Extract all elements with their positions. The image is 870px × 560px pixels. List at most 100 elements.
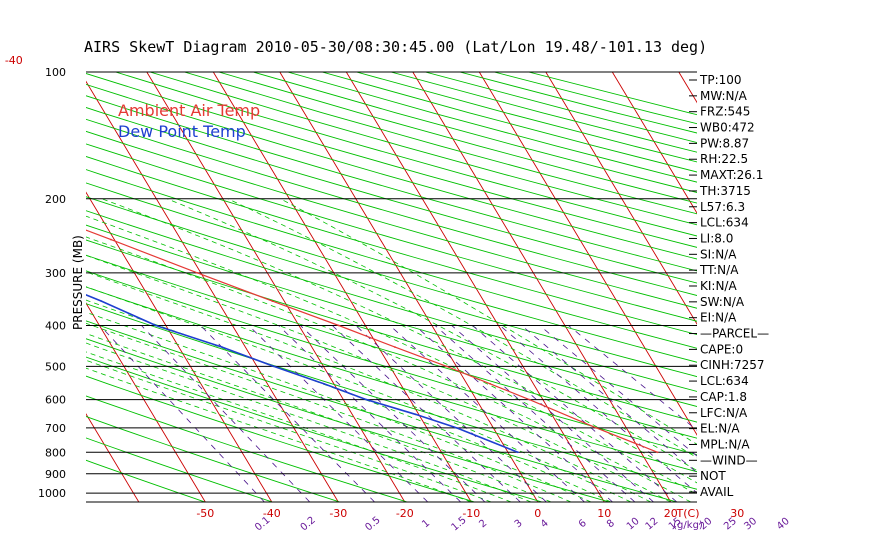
- mixing-ratio-tick-label: 8: [605, 518, 617, 531]
- mixing-ratio-line: [200, 325, 375, 502]
- info-item: AVAIL: [700, 485, 734, 499]
- mixing-ratio-line: [414, 325, 613, 502]
- ambient-air-temp-point: [528, 398, 531, 401]
- info-item: LI:8.0: [700, 231, 733, 245]
- isotherm-line: [0, 72, 72, 502]
- bottom-temp-tick-label: 10: [597, 507, 611, 520]
- ambient-air-temp-point: [110, 238, 112, 241]
- mixing-ratio-tick-label: 30: [742, 516, 759, 533]
- dry-adiabat-line: [86, 118, 697, 296]
- info-item: MW:N/A: [700, 89, 748, 103]
- dry-adiabat-line: [86, 375, 475, 502]
- isotherm-line: [545, 72, 697, 325]
- dry-adiabat-line: [86, 107, 697, 284]
- info-item: NOT: [700, 469, 726, 483]
- info-item: TT:N/A: [699, 263, 739, 277]
- chart-title: AIRS SkewT Diagram 2010-05-30/08:30:45.0…: [84, 38, 707, 56]
- mixing-ratio-tick-label: 10: [625, 516, 642, 533]
- info-item: KI:N/A: [700, 279, 737, 293]
- dry-adiabat-line: [86, 270, 697, 456]
- isotherm-line: [279, 72, 539, 502]
- mixing-ratio-tick-label: 40: [775, 516, 792, 533]
- info-item: SI:N/A: [700, 247, 737, 261]
- bottom-temp-tick-label: -10: [462, 507, 480, 520]
- info-item: —WIND—: [700, 453, 758, 467]
- pressure-tick-label: 900: [45, 468, 66, 481]
- moist-adiabat-line: [227, 198, 697, 459]
- y-axis-label: PRESSURE (MB): [71, 235, 85, 330]
- dry-adiabat-line: [86, 320, 678, 502]
- info-item: TP:100: [699, 73, 742, 87]
- ambient-air-temp-point: [196, 272, 199, 274]
- isotherm-line: [86, 191, 273, 502]
- dry-adiabat-line: [86, 196, 697, 378]
- grid-layer: [0, 72, 697, 502]
- series-layer: [3, 198, 659, 454]
- info-item: EI:N/A: [700, 311, 737, 325]
- isotherm-line: [86, 302, 206, 502]
- bottom-temp-tick-label: -20: [396, 507, 414, 520]
- mixing-ratio-tick-label: 2: [477, 518, 489, 531]
- dry-adiabat-line: [86, 143, 697, 322]
- pressure-tick-label: 400: [45, 320, 66, 333]
- dry-adiabat-line: [86, 254, 697, 439]
- moist-adiabat-line: [86, 286, 632, 502]
- pressure-tick-label: 800: [45, 446, 66, 459]
- moist-adiabat-line: [86, 322, 572, 502]
- mixing-ratio-line: [499, 325, 697, 494]
- info-item: L57:6.3: [700, 200, 745, 214]
- moist-adiabat-line: [86, 333, 552, 502]
- moist-adiabat-line: [86, 311, 592, 502]
- mixing-ratio-line: [521, 325, 697, 474]
- isotherm-line: [146, 72, 406, 502]
- plot-area: [86, 72, 697, 502]
- isotherm-line: [478, 72, 697, 436]
- info-item: LFC:N/A: [700, 406, 748, 420]
- mixing-ratio-tick-label: 12: [644, 516, 661, 533]
- moist-adiabat-line: [86, 351, 512, 502]
- mixing-ratio-line: [472, 325, 678, 502]
- mixing-ratio-tick-label: 6: [577, 518, 589, 531]
- mixing-ratio-tick-label: 3: [513, 518, 525, 531]
- moist-adiabat-line: [86, 254, 671, 502]
- info-item: EL:N/A: [700, 422, 740, 436]
- dew-point-temp-point: [100, 300, 103, 302]
- bottom-temp-tick-label: 0: [534, 507, 541, 520]
- moist-adiabat-line: [86, 236, 691, 502]
- ambient-air-temp-point: [489, 382, 491, 385]
- mixing-ratio-line: [355, 325, 547, 502]
- dry-adiabat-line: [86, 156, 697, 336]
- mixing-ratio-line: [389, 325, 585, 502]
- dry-adiabat-line: [86, 459, 206, 502]
- ambient-air-temp-point: [337, 324, 340, 327]
- bottom-temp-tick-label: 20: [664, 507, 678, 520]
- dry-adiabat-line: [86, 437, 273, 502]
- info-item: PW:8.87: [700, 136, 749, 150]
- isotherm-line: [86, 413, 140, 502]
- dry-adiabat-line: [86, 95, 697, 272]
- dew-point-temp-point: [30, 272, 32, 274]
- isotherm-line: [0, 72, 6, 502]
- mixing-ratio-line: [99, 325, 265, 502]
- pressure-tick-label: 300: [45, 267, 66, 280]
- dry-adiabat-line: [86, 416, 340, 502]
- mixing-ratio-tick-label: 4: [539, 518, 551, 531]
- info-item: TH:3715: [699, 184, 751, 198]
- moist-adiabat-line: [86, 342, 532, 502]
- dew-point-temp-point: [155, 324, 157, 327]
- isotherm-line: [212, 72, 472, 502]
- dry-adiabat-line: [86, 83, 697, 260]
- bottom-temp-tick-label: -40: [263, 507, 281, 520]
- moist-adiabat-line: [86, 271, 651, 502]
- moist-adiabat-line: [86, 215, 697, 495]
- ambient-air-temp-point: [595, 427, 598, 429]
- dew-point-temp-point: [323, 382, 325, 385]
- ambient-air-temp-point: [3, 198, 5, 200]
- mixing-ratio-line: [141, 325, 311, 502]
- dry-adiabat-line: [86, 210, 697, 392]
- info-item: MPL:N/A: [700, 437, 750, 451]
- dew-point-temp-point: [221, 346, 224, 348]
- isotherm-line: [345, 72, 605, 502]
- dry-adiabat-line: [86, 395, 408, 502]
